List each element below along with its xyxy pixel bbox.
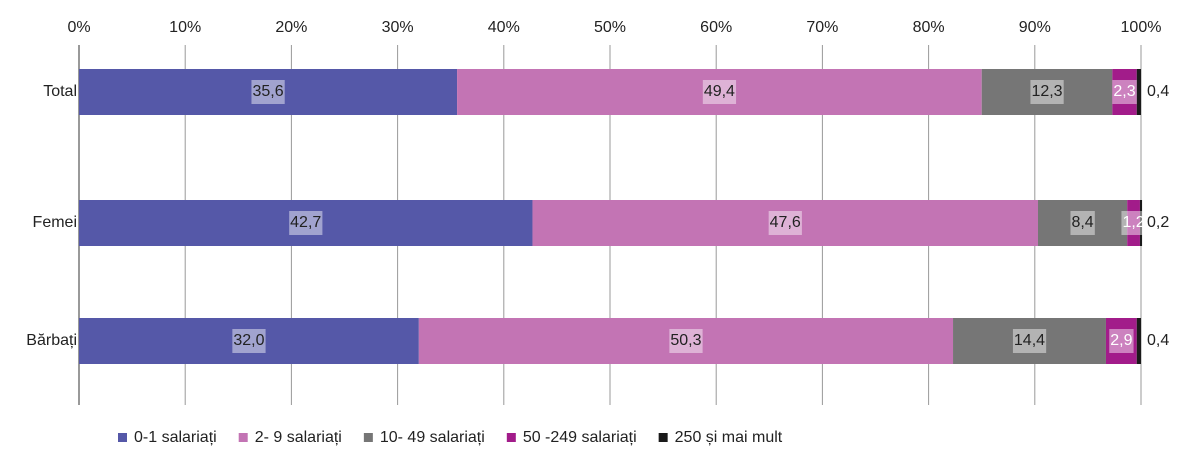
- data-label-bg: [1012, 329, 1047, 353]
- bar-segment: [79, 200, 533, 246]
- data-label-bg: [1109, 329, 1134, 353]
- x-tick-label: 50%: [594, 19, 626, 36]
- legend-swatch: [506, 433, 516, 442]
- data-label: 0,4: [1147, 83, 1169, 100]
- legend-label: 10- 49 salariați: [380, 429, 485, 446]
- bar-segment: [418, 318, 954, 364]
- x-tick-label: 30%: [382, 19, 414, 36]
- data-label-bg: [1121, 211, 1146, 235]
- bar-segment: [1136, 69, 1141, 115]
- legend-label: 0-1 salariați: [134, 429, 217, 446]
- data-label: 50,3: [670, 332, 701, 349]
- bar-segment: [981, 69, 1113, 115]
- bar-segment: [79, 318, 419, 364]
- legend-label: 50 -249 salariați: [523, 429, 637, 446]
- data-label: 2,3: [1113, 83, 1135, 100]
- bar-segment: [1136, 318, 1141, 364]
- data-label-bg: [289, 211, 323, 235]
- x-tick-label: 70%: [806, 19, 838, 36]
- data-label-bg: [1030, 80, 1064, 104]
- y-tick-label: Bărbați: [26, 332, 77, 349]
- data-label: 2,9: [1110, 332, 1132, 349]
- legend-label: 2- 9 salariați: [255, 429, 342, 446]
- bar-segment: [79, 69, 458, 115]
- data-label: 8,4: [1071, 214, 1093, 231]
- data-label: 12,3: [1031, 83, 1062, 100]
- x-tick-label: 100%: [1121, 19, 1162, 36]
- data-label: 49,4: [704, 83, 735, 100]
- data-label: 32,0: [233, 332, 264, 349]
- y-tick-label: Total: [43, 83, 77, 100]
- y-tick-label: Femei: [33, 214, 77, 231]
- bar-segment: [532, 200, 1038, 246]
- x-tick-label: 40%: [488, 19, 520, 36]
- legend-label: 250 și mai mult: [675, 429, 783, 446]
- x-tick-label: 20%: [275, 19, 307, 36]
- bar-segment: [457, 69, 982, 115]
- data-label: 47,6: [770, 214, 801, 231]
- legend-swatch: [118, 433, 127, 442]
- bar-segment: [1127, 200, 1140, 246]
- legend-swatch: [238, 433, 248, 442]
- data-label-bg: [702, 80, 737, 104]
- bar-segment: [953, 318, 1106, 364]
- x-tick-label: 60%: [700, 19, 732, 36]
- data-label-bg: [1070, 211, 1095, 235]
- legend-swatch: [658, 433, 668, 442]
- data-label: 35,6: [252, 83, 283, 100]
- data-label-bg: [768, 211, 802, 235]
- bar-segment: [1037, 200, 1128, 246]
- data-label-bg: [251, 80, 285, 104]
- data-label-bg: [1112, 80, 1137, 104]
- x-tick-label: 80%: [913, 19, 945, 36]
- data-label: 0,4: [1147, 332, 1169, 349]
- x-tick-label: 0%: [67, 19, 90, 36]
- data-label: 14,4: [1014, 332, 1045, 349]
- data-label-bg: [232, 329, 266, 353]
- data-label: 42,7: [290, 214, 321, 231]
- bar-segment: [1112, 69, 1137, 115]
- data-label-bg: [669, 329, 703, 353]
- data-label: 0,2: [1147, 214, 1169, 231]
- bar-segment: [1105, 318, 1137, 364]
- bar-segment: [1139, 200, 1143, 246]
- x-tick-label: 10%: [169, 19, 201, 36]
- data-label: 1,2: [1122, 214, 1144, 231]
- x-tick-label: 90%: [1019, 19, 1051, 36]
- legend-swatch: [363, 433, 373, 442]
- legend: 0-1 salariați 2- 9 salariați 10- 49 salari…: [118, 429, 783, 446]
